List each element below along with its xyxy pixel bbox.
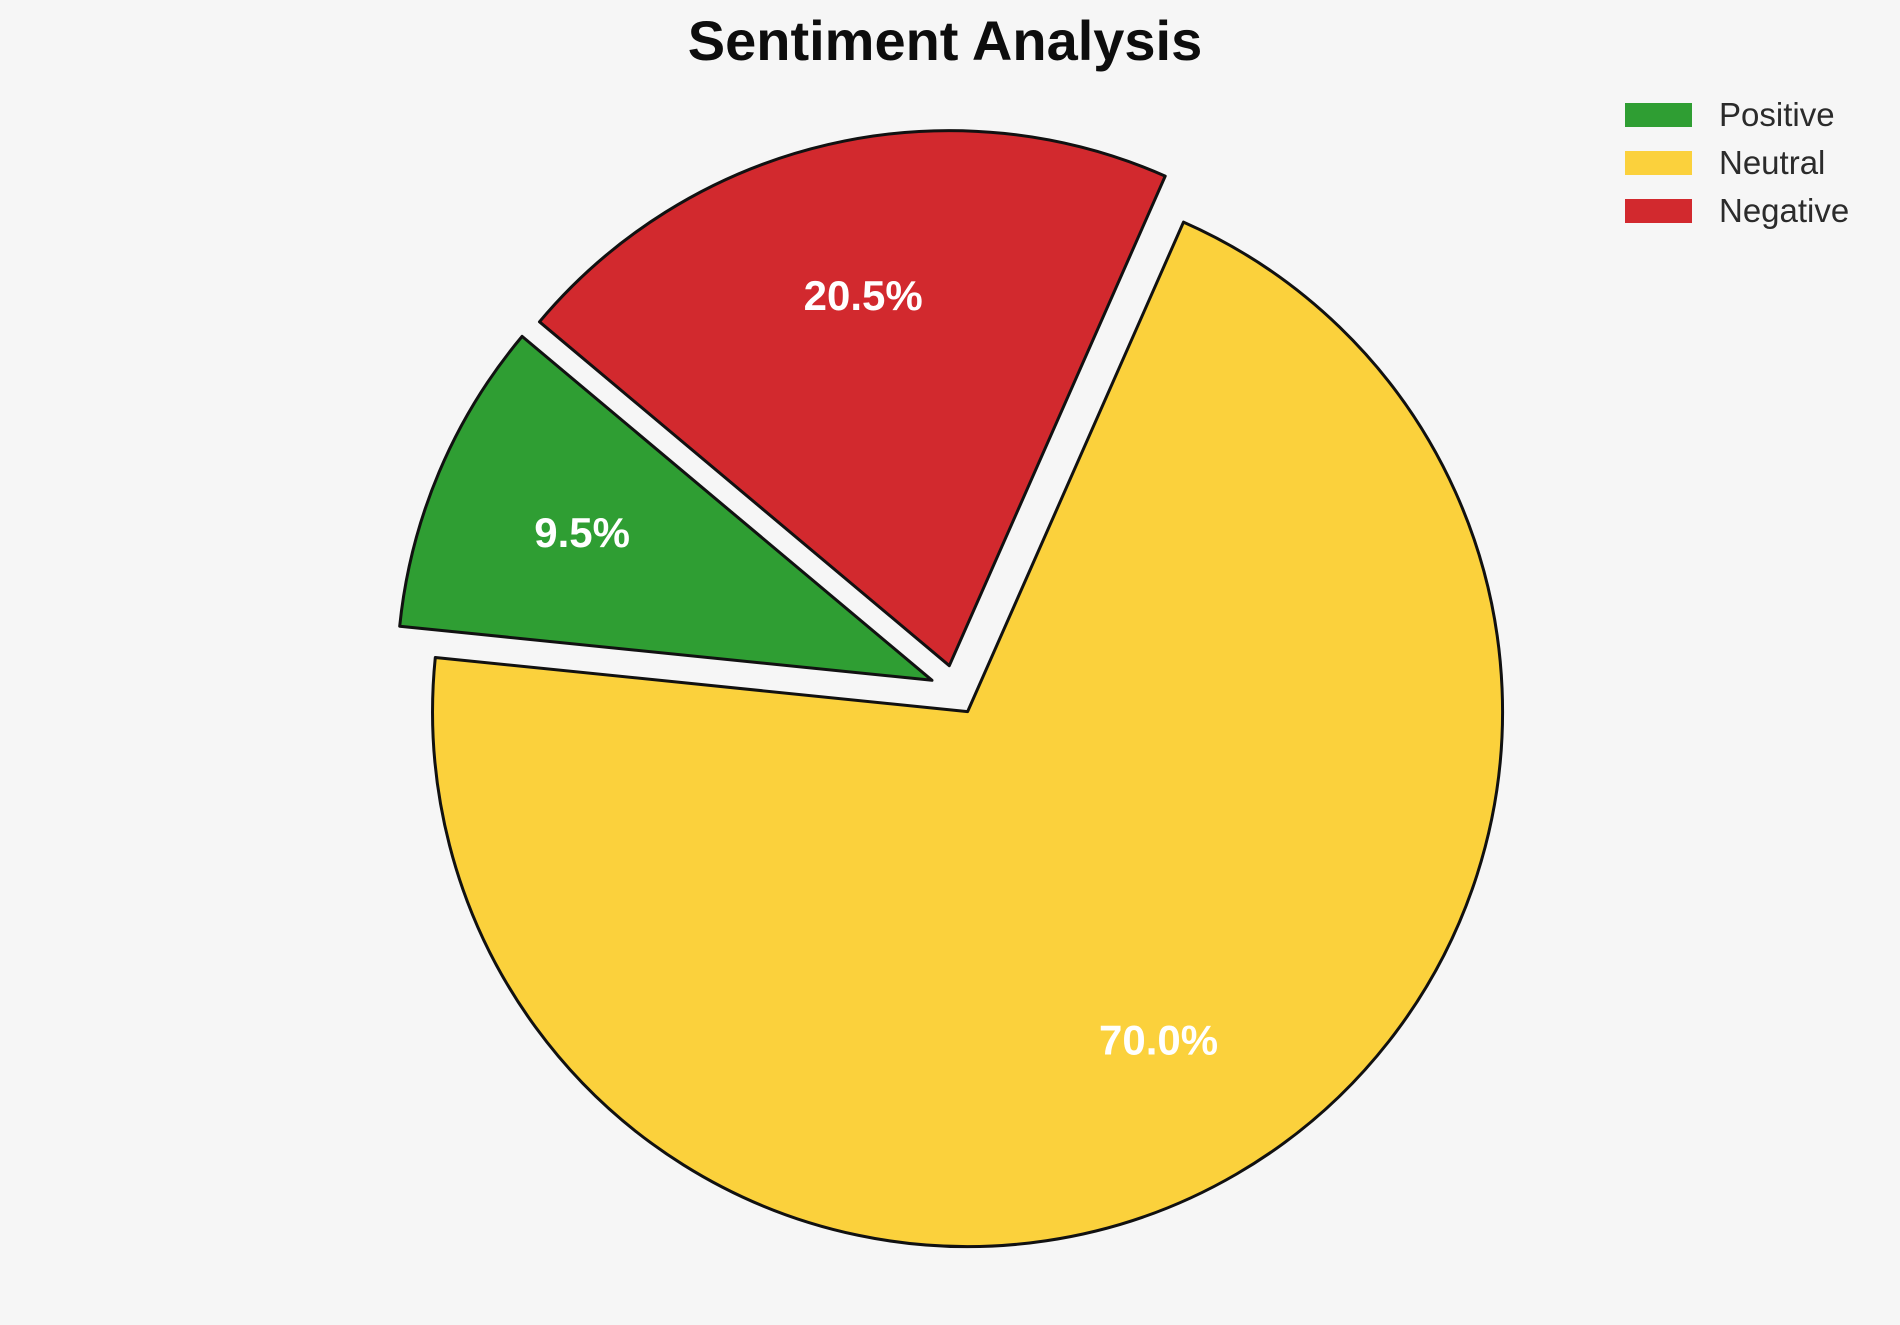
slice-label-neutral: 70.0% <box>1099 1016 1218 1063</box>
legend-item-neutral: Neutral <box>1625 139 1849 187</box>
pie-slice-neutral <box>431 220 1505 1249</box>
legend-item-positive: Positive <box>1625 91 1849 139</box>
legend: Positive Neutral Negative <box>1625 91 1849 235</box>
legend-item-negative: Negative <box>1625 187 1849 235</box>
legend-label-neutral: Neutral <box>1719 144 1826 181</box>
legend-swatch-positive <box>1625 103 1692 127</box>
pie-slice-negative <box>538 129 1167 668</box>
legend-swatch-neutral <box>1625 151 1692 175</box>
legend-swatch-negative <box>1625 199 1692 223</box>
legend-label-negative: Negative <box>1719 192 1850 229</box>
pie-slice-positive <box>398 334 934 682</box>
slice-label-positive: 9.5% <box>534 509 630 556</box>
chart-title: Sentiment Analysis <box>687 9 1203 72</box>
legend-label-positive: Positive <box>1719 96 1835 133</box>
slice-label-negative: 20.5% <box>804 272 923 319</box>
